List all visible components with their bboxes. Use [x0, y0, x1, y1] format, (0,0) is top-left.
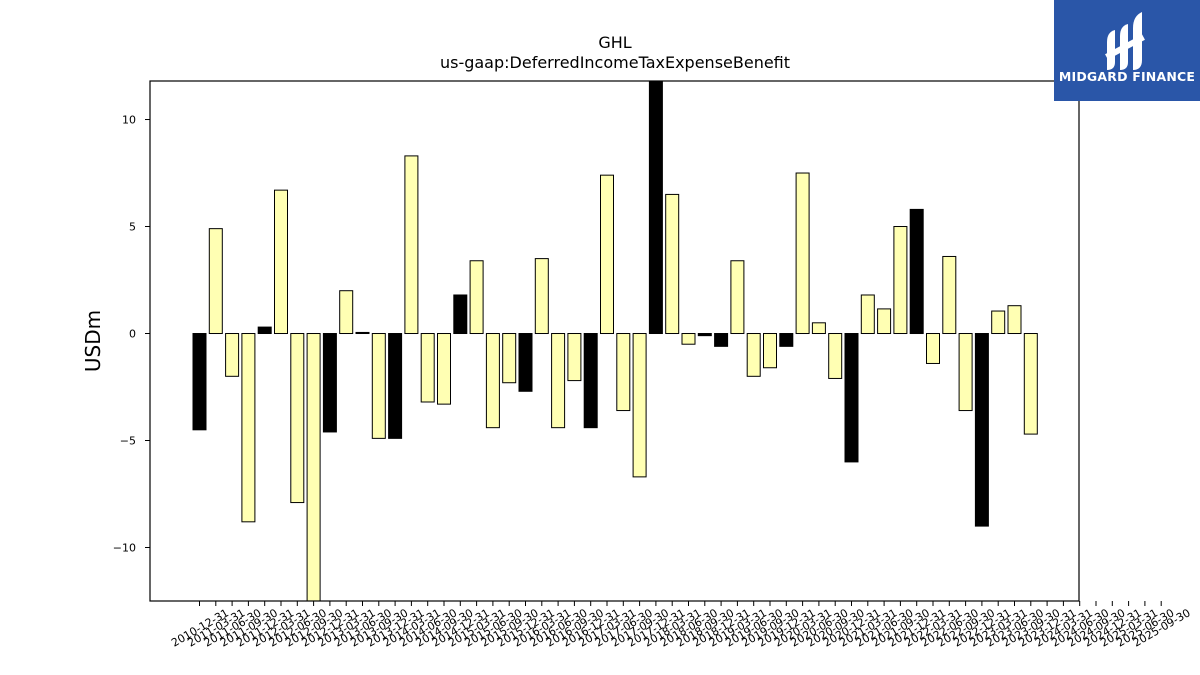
bar-51	[1023, 333, 1038, 435]
bar-11	[371, 333, 386, 439]
bar-26	[616, 333, 631, 412]
logo-mark-icon	[1105, 12, 1145, 70]
bar-40	[844, 333, 859, 463]
bar-3	[241, 333, 256, 523]
y-tick-label: −10	[113, 542, 136, 555]
bar-33	[730, 260, 745, 335]
y-tick-label: 0	[129, 328, 136, 341]
bar-1	[208, 228, 223, 335]
bar-46	[942, 255, 957, 335]
y-tick-label: 10	[122, 114, 136, 127]
bar-29	[665, 193, 680, 335]
plot-frame	[149, 80, 1080, 602]
bar-5	[274, 189, 288, 335]
bar-35	[763, 333, 777, 369]
bar-0	[192, 333, 207, 431]
bar-20	[518, 333, 533, 392]
brand-logo: MIDGARD FINANCE	[1054, 0, 1200, 101]
bars-layer	[192, 80, 1038, 602]
bar-30	[681, 333, 696, 345]
bar-50	[1007, 305, 1022, 335]
bar-13	[404, 155, 419, 335]
bar-39	[828, 333, 843, 379]
bar-27	[632, 333, 647, 478]
bar-19	[502, 333, 517, 384]
y-tick-label: 5	[129, 221, 136, 234]
bar-15	[437, 333, 451, 405]
y-ticks: −10 −5 0 5 10	[113, 114, 150, 555]
bar-44	[909, 208, 924, 335]
brand-name: MIDGARD FINANCE	[1059, 69, 1195, 84]
bar-43	[893, 226, 908, 335]
chart-subtitle: us-gaap:DeferredIncomeTaxExpenseBenefit	[440, 53, 790, 72]
bar-47	[958, 333, 973, 412]
bar-2	[225, 333, 240, 377]
y-tick-label: −5	[120, 435, 136, 448]
bar-34	[746, 333, 761, 377]
bar-28	[648, 80, 663, 335]
bar-16	[453, 294, 468, 335]
bar-48	[974, 333, 989, 527]
bar-42	[877, 308, 892, 335]
bar-8	[322, 333, 337, 433]
bar-17	[469, 260, 484, 335]
x-ticks: 2010-12-312011-03-312011-06-302011-09-30…	[169, 601, 1193, 650]
bar-9	[339, 290, 354, 335]
bar-25	[600, 174, 614, 335]
bar-37	[795, 172, 810, 335]
bar-49	[991, 310, 1006, 335]
bar-23	[567, 333, 582, 382]
bar-21	[534, 258, 549, 335]
bar-22	[551, 333, 566, 429]
bar-6	[290, 333, 305, 504]
chart-title: GHL	[598, 33, 631, 52]
bar-38	[811, 322, 826, 335]
y-axis-label: USDm	[81, 310, 105, 372]
bar-7	[306, 333, 321, 602]
bar-24	[583, 333, 598, 429]
bar-41	[860, 294, 875, 335]
bar-10	[355, 331, 370, 335]
bar-32	[714, 333, 729, 347]
bar-36	[779, 333, 794, 347]
bar-14	[420, 333, 435, 403]
bar-12	[388, 333, 403, 439]
bar-4	[257, 326, 272, 335]
bar-18	[485, 333, 500, 429]
bar-45	[926, 333, 940, 364]
bar-31	[697, 333, 712, 337]
